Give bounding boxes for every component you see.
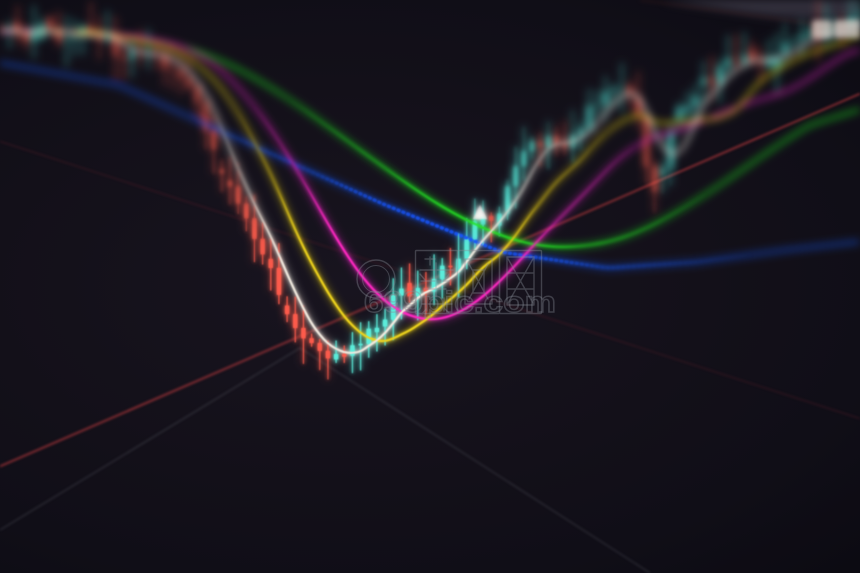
svg-text:699pic.com: 699pic.com [364, 286, 556, 319]
